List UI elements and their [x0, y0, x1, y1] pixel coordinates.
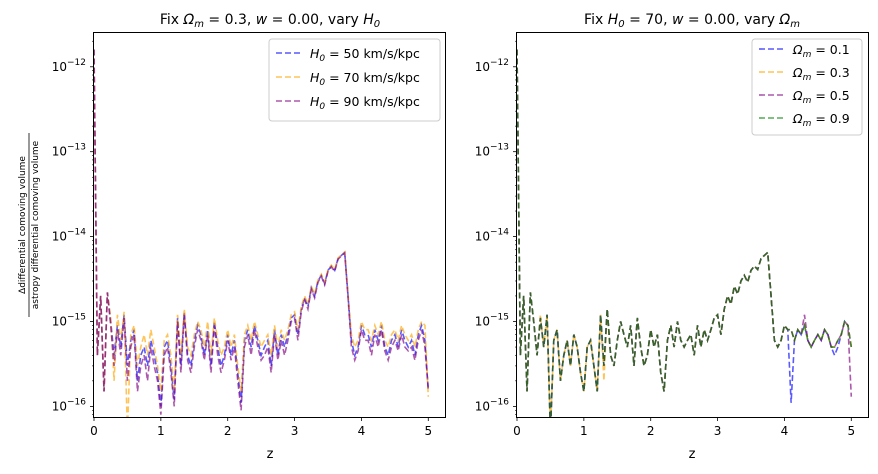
legend-label-4: Ωm = 0.9 — [792, 111, 850, 129]
left-chart-title: Fix Ωm = 0.3, w = 0.00, vary H0 — [160, 12, 380, 30]
right-legend-box — [751, 38, 863, 136]
y-label-denominator: astropy differential comoving volume — [31, 140, 41, 309]
y-tick-label: 10−12 — [475, 58, 509, 74]
x-tick-label: 3 — [714, 424, 722, 438]
legend-label-3: H0 = 90 km/s/kpc — [310, 94, 420, 112]
right-legend: Ωm = 0.1 Ωm = 0.3 Ωm = 0.5 Ωm = 0.9 — [751, 38, 863, 136]
series-group — [94, 49, 430, 417]
legend-label-2: H0 = 70 km/s/kpc — [310, 70, 420, 88]
left-subplot: Fix Ωm = 0.3, w = 0.00, vary H0 0 1 2 3 4 5 10… — [18, 12, 446, 462]
series-line-1 — [94, 49, 430, 407]
x-tick-label: 4 — [358, 424, 366, 438]
y-tick-label: 10−14 — [52, 228, 87, 244]
y-tick-label: 10−14 — [475, 228, 510, 244]
legend-label-1: H0 = 50 km/s/kpc — [310, 46, 420, 64]
left-x-axis-label: z — [267, 447, 274, 462]
y-tick-label: 10−12 — [52, 58, 86, 74]
left-legend-entries: H0 = 50 km/s/kpc H0 = 70 km/s/kpc H0 = 90 … — [276, 46, 420, 112]
y-tick-label: 10−15 — [52, 312, 86, 328]
left-legend-box — [268, 38, 441, 122]
right-axes-ticks: 0 1 2 3 4 5 10−16 10−15 10−14 10−13 10−12 — [475, 40, 855, 438]
series-line-4 — [517, 49, 853, 417]
x-tick-label: 1 — [580, 424, 588, 438]
left-axes-ticks: 0 1 2 3 4 5 10−16 10−15 10−14 10−13 10−12 — [52, 40, 432, 438]
y-tick-label: 10−15 — [475, 312, 509, 328]
x-tick-label: 4 — [781, 424, 789, 438]
right-legend-entries: Ωm = 0.1 Ωm = 0.3 Ωm = 0.5 Ωm = 0.9 — [759, 42, 850, 129]
x-tick-label: 0 — [513, 424, 521, 438]
x-tick-label: 0 — [90, 424, 98, 438]
series-group — [517, 49, 853, 417]
left-y-axis-label: Δdifferential comoving volume astropy di… — [18, 133, 41, 317]
y-tick-label: 10−16 — [475, 397, 510, 413]
left-axes-frame — [93, 32, 446, 418]
left-legend: H0 = 50 km/s/kpc H0 = 70 km/s/kpc H0 = 90 … — [268, 38, 441, 122]
right-subplot: Fix H0 = 70, w = 0.00, vary Ωm 0 1 2 3 4 5 10−… — [475, 12, 869, 462]
right-x-axis-label: z — [689, 447, 696, 462]
x-tick-label: 1 — [157, 424, 165, 438]
y-tick-label: 10−16 — [52, 397, 87, 413]
y-tick-label: 10−13 — [52, 143, 86, 159]
y-label-numerator: Δdifferential comoving volume — [18, 156, 28, 294]
x-tick-label: 2 — [647, 424, 655, 438]
legend-label-1: Ωm = 0.1 — [792, 42, 850, 60]
right-axes-frame — [516, 32, 869, 418]
x-tick-label: 5 — [424, 424, 432, 438]
legend-label-3: Ωm = 0.5 — [792, 88, 850, 106]
series-line-2 — [94, 49, 430, 417]
y-tick-label: 10−13 — [475, 143, 509, 159]
x-tick-label: 3 — [291, 424, 299, 438]
legend-label-2: Ωm = 0.3 — [792, 65, 850, 83]
right-chart-title: Fix H0 = 70, w = 0.00, vary Ωm — [584, 12, 800, 30]
series-line-3 — [94, 49, 430, 415]
right-plot-area — [517, 49, 853, 417]
x-tick-label: 5 — [847, 424, 855, 438]
left-plot-area — [94, 49, 430, 417]
x-tick-label: 2 — [224, 424, 232, 438]
